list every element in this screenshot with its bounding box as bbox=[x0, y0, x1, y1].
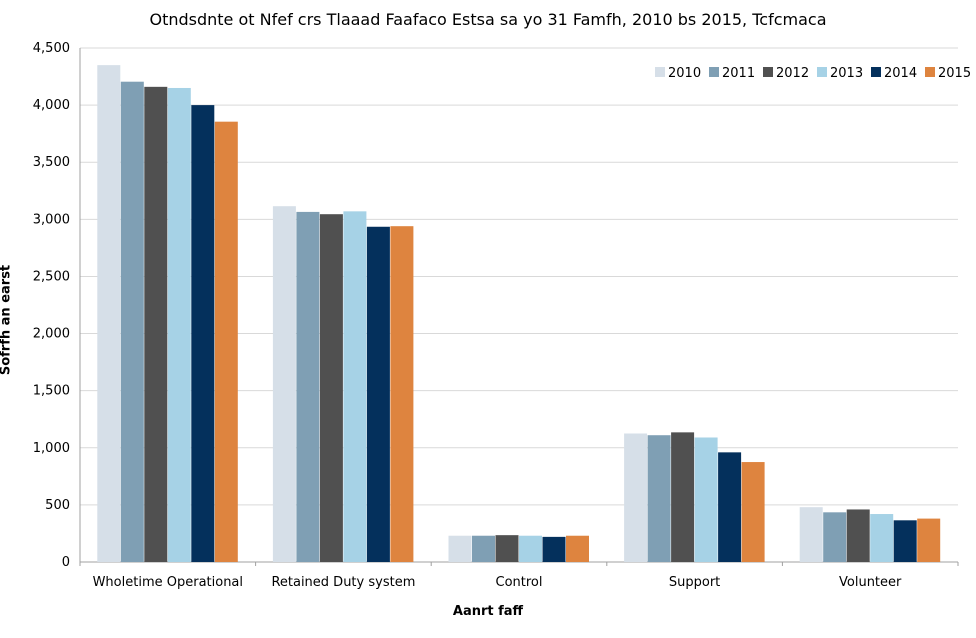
bar bbox=[893, 520, 917, 562]
legend-label: 2014 bbox=[884, 66, 917, 81]
legend-label: 2011 bbox=[722, 66, 755, 81]
y-tick-label: 1,000 bbox=[33, 441, 70, 456]
bar bbox=[97, 65, 121, 562]
y-tick-label: 500 bbox=[45, 498, 70, 513]
bar bbox=[741, 462, 765, 562]
bar bbox=[624, 433, 648, 562]
y-tick-label: 4,500 bbox=[33, 41, 70, 56]
chart-title: Otndsdnte ot Nfef crs Tlaaad Faafaco Est… bbox=[149, 10, 827, 29]
bar bbox=[296, 211, 320, 563]
x-tick-label: Control bbox=[496, 575, 543, 590]
legend-label: 2010 bbox=[668, 66, 701, 81]
bar bbox=[366, 226, 390, 562]
bar bbox=[214, 121, 238, 562]
legend-swatch bbox=[655, 67, 665, 77]
y-tick-label: 3,500 bbox=[33, 155, 70, 170]
y-tick-label: 4,000 bbox=[33, 98, 70, 113]
y-tick-label: 0 bbox=[62, 555, 70, 570]
bar bbox=[671, 432, 695, 562]
bar bbox=[390, 226, 414, 563]
bar bbox=[694, 437, 718, 562]
bar bbox=[519, 535, 542, 562]
bar bbox=[144, 86, 168, 562]
legend-label: 2015 bbox=[938, 66, 971, 81]
bar bbox=[870, 514, 894, 562]
bar bbox=[647, 435, 671, 562]
bar bbox=[823, 512, 847, 562]
x-tick-label: Retained Duty system bbox=[271, 575, 415, 590]
legend-label: 2013 bbox=[830, 66, 863, 81]
y-tick-label: 1,500 bbox=[33, 384, 70, 399]
bar bbox=[343, 211, 367, 563]
bar bbox=[846, 509, 870, 562]
bar bbox=[566, 535, 589, 562]
legend-swatch bbox=[763, 67, 773, 77]
legend-swatch bbox=[925, 67, 935, 77]
bar bbox=[448, 535, 472, 562]
legend-swatch bbox=[709, 67, 719, 77]
y-tick-label: 3,000 bbox=[33, 212, 70, 227]
legend-swatch bbox=[871, 67, 881, 77]
bar bbox=[495, 535, 519, 562]
x-tick-label: Wholetime Operational bbox=[93, 575, 243, 590]
y-tick-label: 2,000 bbox=[33, 327, 70, 342]
x-tick-label: Support bbox=[669, 575, 720, 590]
legend-swatch bbox=[817, 67, 827, 77]
bar bbox=[272, 206, 296, 562]
bar bbox=[472, 535, 495, 562]
bar bbox=[167, 87, 191, 562]
bar bbox=[191, 105, 215, 562]
bar bbox=[799, 507, 823, 562]
x-tick-label: Volunteer bbox=[839, 575, 902, 590]
y-tick-label: 2,500 bbox=[33, 269, 70, 284]
bar bbox=[120, 81, 144, 562]
bar bbox=[319, 214, 343, 562]
x-axis-label: Aanrt faff bbox=[452, 604, 524, 619]
bar bbox=[917, 518, 941, 562]
legend-label: 2012 bbox=[776, 66, 809, 81]
bar bbox=[542, 536, 566, 562]
bar bbox=[718, 452, 742, 562]
